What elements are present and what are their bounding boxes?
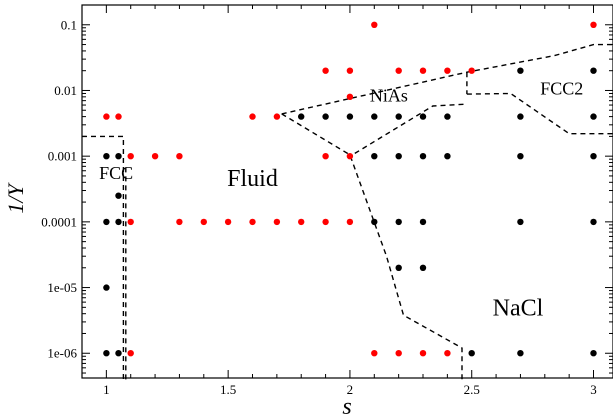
data-point [273, 113, 281, 120]
data-point [371, 218, 378, 226]
data-point [249, 218, 256, 226]
data-point [103, 218, 110, 226]
data-point [517, 113, 524, 120]
region-label: NaCl [493, 296, 544, 322]
y-axis-title: 1/Y [3, 182, 28, 214]
data-point [346, 93, 354, 101]
data-point [115, 350, 122, 357]
data-point [346, 67, 354, 74]
data-point [115, 218, 122, 226]
phase-boundary-line [82, 135, 125, 380]
data-point [444, 153, 451, 160]
data-point [115, 192, 122, 199]
data-point [395, 113, 402, 120]
data-point [103, 284, 110, 291]
x-tick-label: 3 [590, 382, 597, 397]
data-point [103, 113, 110, 120]
x-tick-label: 1.5 [220, 382, 236, 397]
data-point [346, 113, 354, 120]
data-point [395, 153, 402, 160]
y-tick-label: 0.1 [61, 17, 77, 32]
data-point [395, 264, 402, 271]
x-tick-label: 1 [103, 382, 110, 397]
data-point [115, 153, 122, 160]
data-points [103, 21, 597, 357]
data-point [444, 350, 451, 357]
region-labels: FCC Fluid NiAs FCC2 NaCl [99, 78, 583, 321]
data-point [127, 350, 134, 357]
data-point [346, 218, 354, 226]
data-point [371, 21, 378, 28]
data-point [371, 350, 378, 357]
phase-boundary-line [281, 113, 463, 380]
data-point [419, 153, 427, 160]
data-point [444, 67, 451, 74]
phase-boundary-line [281, 43, 613, 115]
data-point [298, 113, 305, 120]
region-label: FCC [99, 163, 133, 183]
data-point [590, 350, 597, 357]
data-point [103, 153, 110, 160]
data-point [590, 67, 597, 74]
data-point [322, 67, 329, 74]
y-tick-label: 1e-05 [47, 280, 77, 295]
y-tick-label: 1e-06 [47, 346, 77, 361]
data-point [468, 350, 475, 357]
data-point [590, 21, 597, 28]
x-tick-label: 2.5 [464, 382, 480, 397]
region-label: FCC2 [540, 78, 583, 98]
data-point [151, 153, 159, 160]
plot-frame [81, 4, 613, 379]
data-point [444, 113, 451, 120]
data-point [419, 218, 427, 226]
data-point [517, 218, 524, 226]
phase-boundary-line [354, 103, 467, 154]
data-point [419, 113, 427, 120]
data-point [322, 153, 329, 160]
data-point [468, 67, 475, 74]
x-tick-label: 2 [347, 382, 354, 397]
region-label: Fluid [227, 166, 278, 192]
phase-boundaries [82, 43, 613, 380]
data-point [590, 113, 597, 120]
data-point [590, 153, 597, 160]
data-point [517, 67, 524, 74]
data-point [517, 350, 524, 357]
y-tick-label: 0.01 [54, 83, 77, 98]
data-point [395, 350, 402, 357]
data-point [346, 153, 354, 160]
data-point [176, 153, 183, 160]
data-point [590, 218, 597, 226]
data-point [273, 218, 281, 226]
data-point [224, 218, 232, 226]
data-point [371, 153, 378, 160]
data-point [419, 350, 427, 357]
data-point [322, 218, 329, 226]
data-point [419, 264, 427, 271]
data-point [249, 113, 256, 120]
axis-ticks: 1 1.5 2 2.5 3 1e-06 1e-05 0.0001 0.001 0.01 0.1 [41, 4, 613, 397]
region-label: NiAs [370, 86, 408, 106]
data-point [395, 67, 402, 74]
data-point [419, 67, 427, 74]
data-point [115, 113, 122, 120]
data-point [103, 350, 110, 357]
x-axis-title: s [342, 394, 351, 419]
y-tick-label: 0.001 [48, 149, 77, 164]
data-point [298, 218, 305, 226]
data-point [200, 218, 207, 226]
data-point [127, 218, 134, 226]
data-point [127, 153, 134, 160]
y-tick-label: 0.0001 [41, 214, 77, 229]
phase-boundary-line [466, 92, 613, 135]
data-point [371, 113, 378, 120]
data-point [176, 218, 183, 226]
data-point [322, 113, 329, 120]
data-point [395, 218, 402, 226]
data-point [517, 153, 524, 160]
